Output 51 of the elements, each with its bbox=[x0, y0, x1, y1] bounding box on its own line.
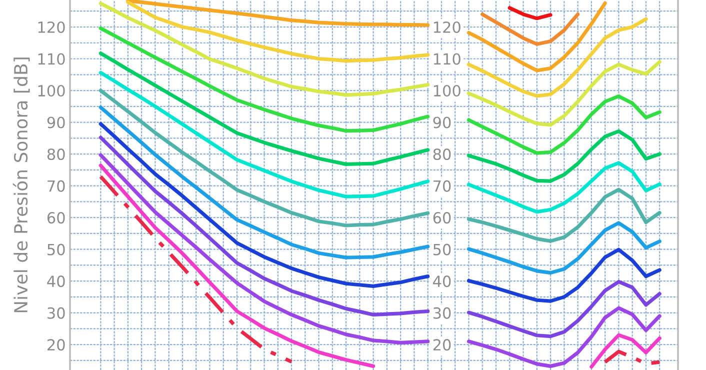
line-series bbox=[508, 6, 552, 20]
y-tick-label: 40 bbox=[47, 276, 65, 288]
line-series bbox=[466, 94, 662, 155]
line-series bbox=[126, 0, 430, 27]
line-series bbox=[603, 350, 662, 366]
y-tick-label: 60 bbox=[47, 212, 65, 224]
y-tick-label: 50 bbox=[48, 244, 65, 256]
line-series bbox=[466, 248, 662, 303]
line-series bbox=[466, 129, 662, 183]
y2-tick-label: 40 bbox=[433, 276, 451, 288]
y-tick-label: 100 bbox=[38, 84, 65, 97]
y2-tick-label: 30 bbox=[433, 307, 451, 319]
line-series bbox=[480, 12, 580, 46]
y-tick-label: 70 bbox=[48, 180, 65, 192]
y2-tick-label: 80 bbox=[433, 148, 451, 160]
y-tick-label: 120 bbox=[38, 21, 65, 34]
y2-tick-label: 50 bbox=[433, 244, 451, 256]
line-series bbox=[466, 280, 662, 338]
line-series bbox=[98, 106, 430, 260]
line-series bbox=[98, 2, 430, 97]
line-series bbox=[590, 333, 662, 369]
line-series bbox=[98, 88, 430, 228]
y-tick-label: 110 bbox=[38, 53, 65, 65]
line-series bbox=[466, 1, 607, 72]
y-tick-label: 20 bbox=[48, 339, 65, 351]
line-series bbox=[98, 174, 294, 364]
y-tick-label: 30 bbox=[48, 307, 65, 319]
y2-tick-label: 20 bbox=[433, 339, 451, 351]
y2-tick-label: 100 bbox=[434, 84, 460, 97]
y-tick-label: 90 bbox=[47, 116, 65, 128]
line-series bbox=[98, 153, 430, 344]
y2-tick-label: 60 bbox=[433, 212, 451, 224]
line-series bbox=[466, 188, 662, 243]
y-axis-title: Nivel de Presión Sonora [dB] bbox=[12, 58, 30, 312]
line-series bbox=[466, 306, 662, 368]
line-series bbox=[98, 70, 430, 198]
y-tick-label: 80 bbox=[47, 148, 65, 160]
line-series bbox=[98, 136, 430, 317]
line-series bbox=[126, 0, 430, 63]
line-series bbox=[466, 221, 662, 275]
y2-tick-label: 90 bbox=[433, 116, 451, 128]
line-series bbox=[98, 26, 430, 133]
line-series bbox=[98, 52, 430, 166]
line-series bbox=[98, 122, 430, 288]
y2-tick-label: 70 bbox=[434, 180, 451, 192]
y2-tick-label: 120 bbox=[434, 21, 460, 34]
line-series bbox=[98, 164, 376, 368]
y2-tick-label: 110 bbox=[434, 53, 460, 65]
line-series bbox=[466, 161, 662, 214]
line-series bbox=[466, 60, 662, 127]
line-series bbox=[466, 17, 648, 98]
